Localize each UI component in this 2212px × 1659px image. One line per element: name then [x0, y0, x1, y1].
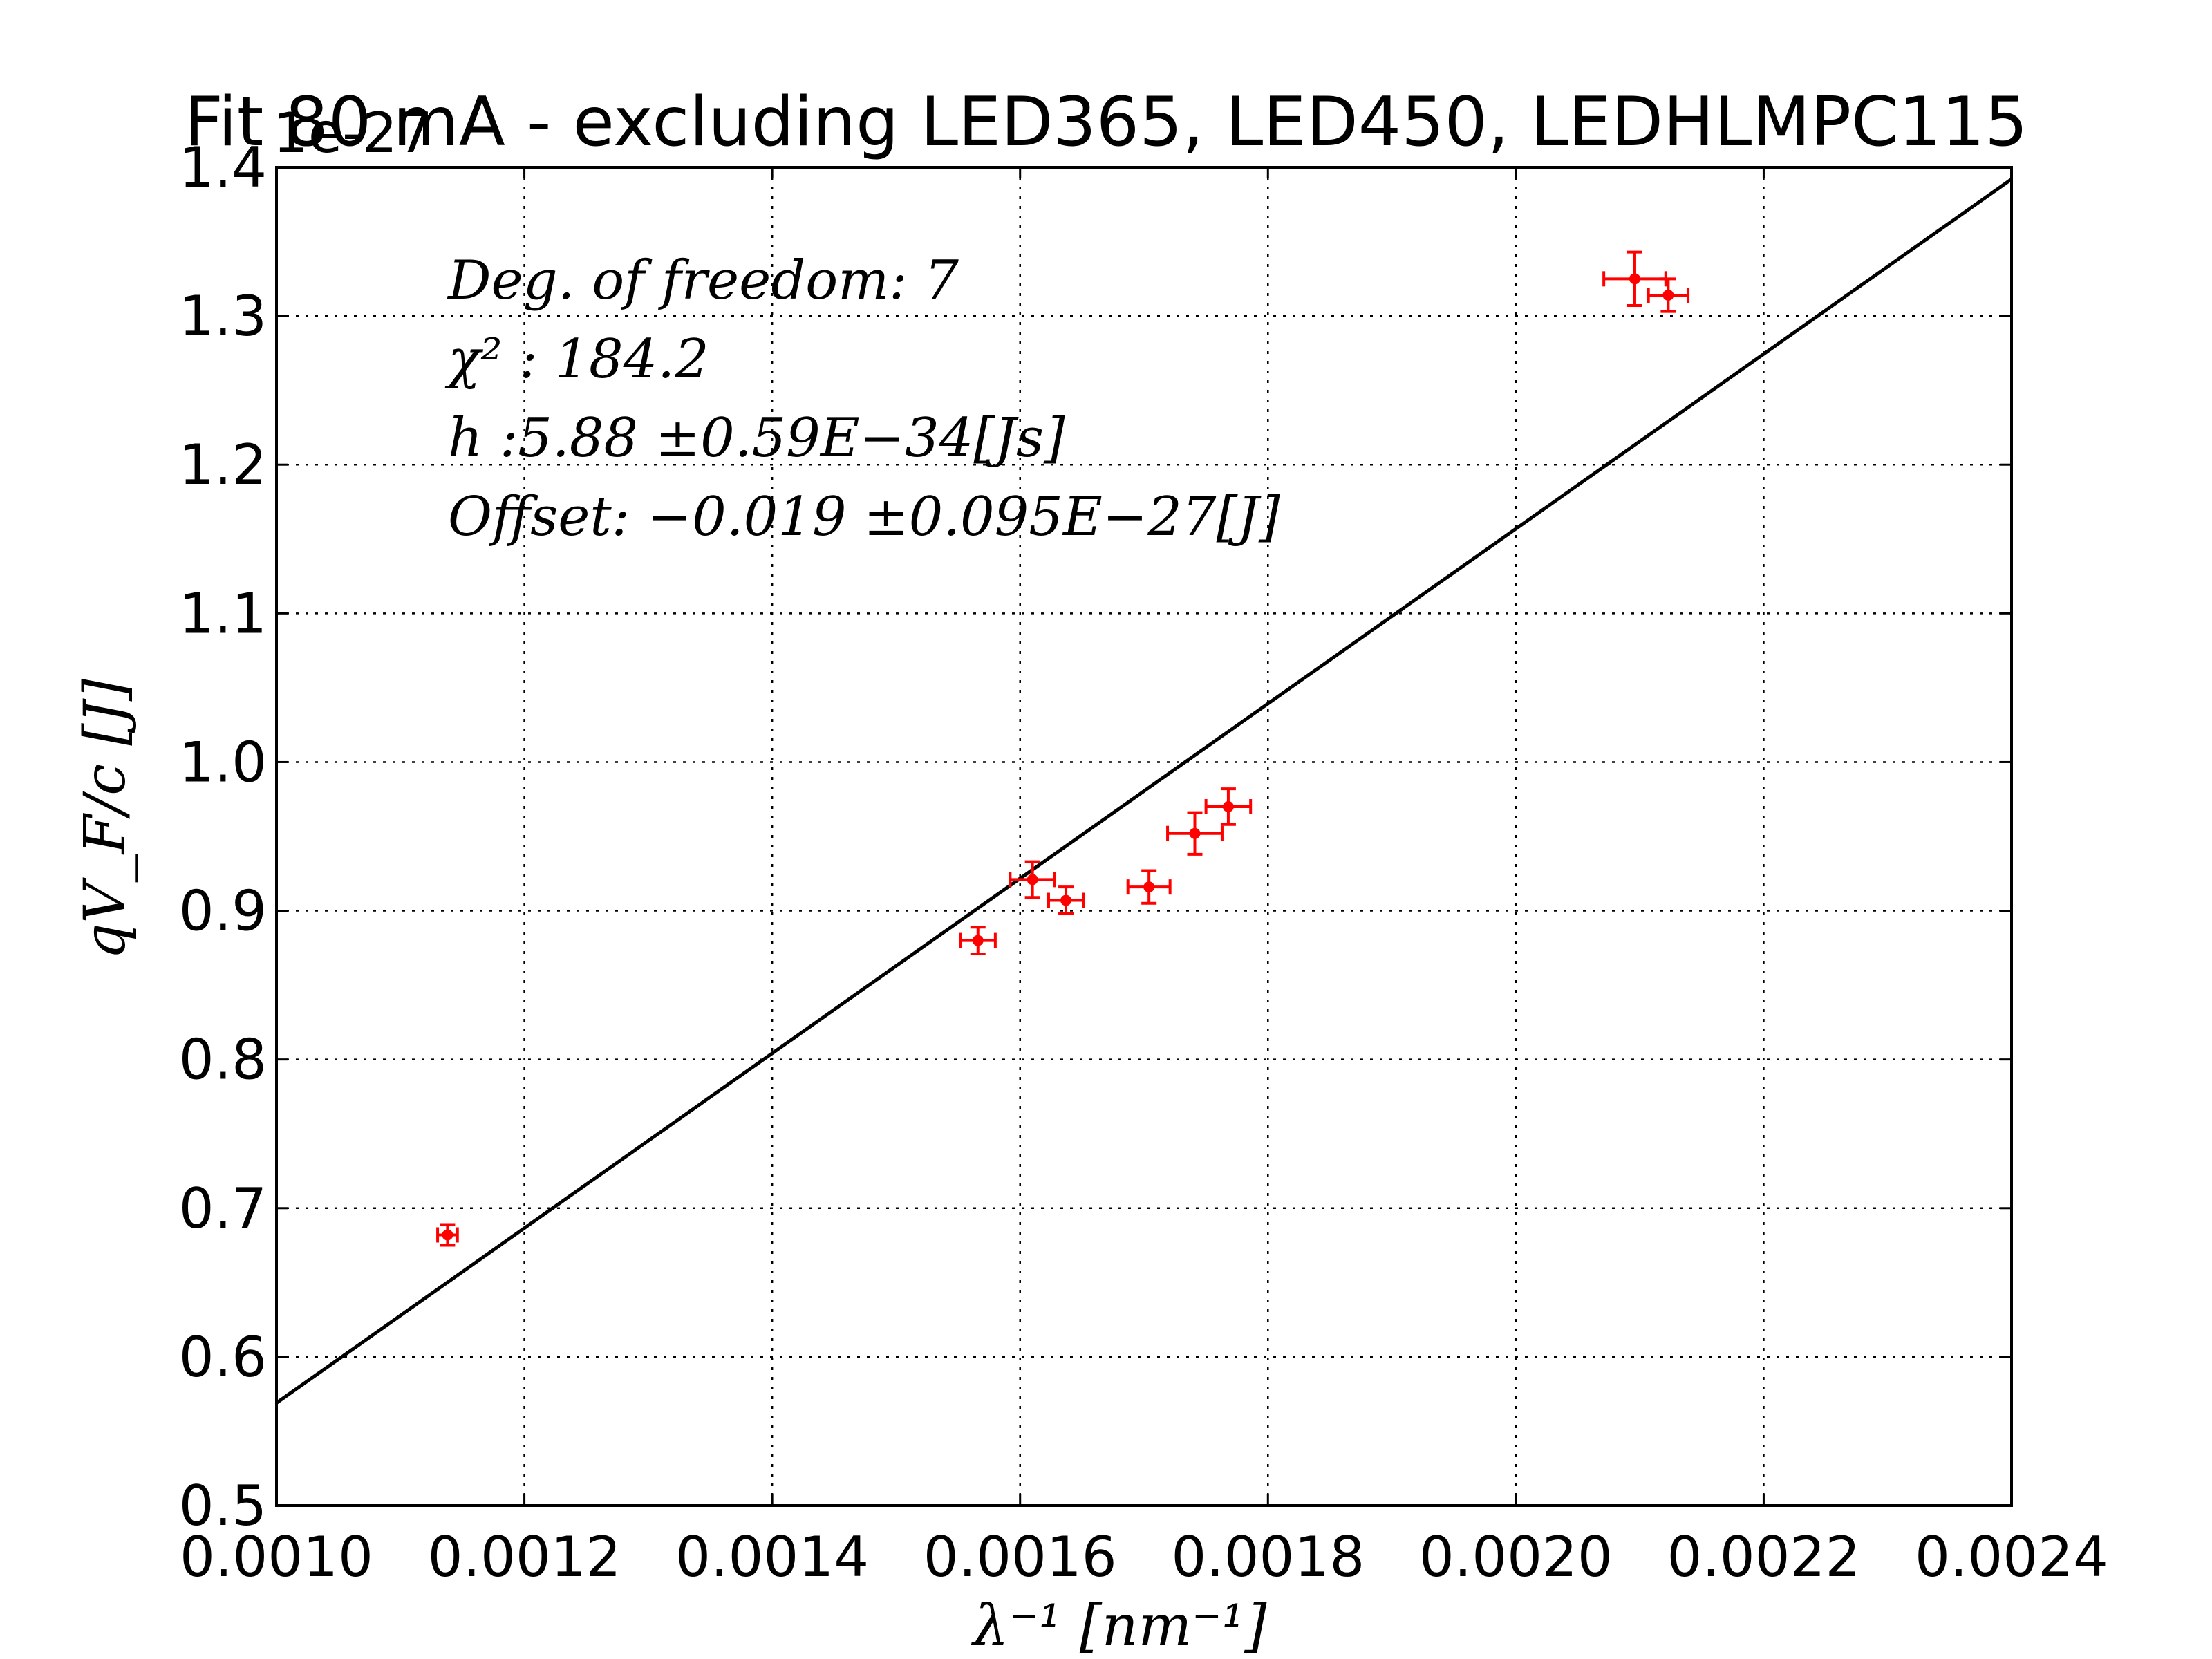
- point-marker: [1629, 273, 1640, 285]
- point-marker: [1060, 894, 1072, 906]
- data-point: [959, 926, 997, 955]
- y-tick-label: 0.9: [179, 879, 267, 944]
- data-point: [1647, 277, 1690, 313]
- point-marker: [1189, 827, 1201, 839]
- ticks: [275, 166, 2013, 1507]
- point-marker: [1222, 800, 1234, 812]
- data-point: [436, 1223, 459, 1247]
- grid: [275, 166, 2013, 1507]
- x-tick-label: 0.0014: [675, 1525, 869, 1589]
- x-tick-label: 0.0022: [1667, 1525, 1860, 1589]
- x-tick-label: 0.0016: [924, 1525, 1117, 1589]
- y-tick-label: 1.0: [179, 730, 267, 794]
- data-point: [1166, 811, 1224, 856]
- y-tick-label: 0.6: [179, 1325, 267, 1389]
- y-tick-label: 0.5: [179, 1474, 267, 1538]
- annotation-h: h :5.88 ±0.59E−34[Js]: [448, 407, 1065, 469]
- x-tick-label: 0.0020: [1419, 1525, 1613, 1589]
- annotation-chi2: χ² : 184.2: [444, 328, 709, 391]
- chart-title: Fit 80 mA - excluding LED365, LED450, LE…: [184, 83, 2027, 162]
- fit-line: [275, 178, 2013, 1405]
- y-tick-label: 1.3: [179, 284, 267, 348]
- y-axis-label: qV_F/c [J]: [73, 678, 138, 959]
- x-tick-label: 0.0012: [428, 1525, 621, 1589]
- y-tick-label: 1.1: [179, 581, 267, 646]
- y-tick-label: 1.2: [179, 433, 267, 497]
- x-tick-labels: 0.0010 0.0012 0.0014 0.0016 0.0018 0.0020 0.00…: [180, 1525, 2108, 1589]
- point-marker: [1143, 881, 1155, 893]
- y-tick-labels: 0.5 0.6 0.7 0.8 0.9 1.0 1.1 1.2 1.3 1.4: [179, 135, 267, 1538]
- plot-frame: [275, 166, 2013, 1507]
- data-point: [1047, 885, 1085, 915]
- annotation-offset: Offset: −0.019 ±0.095E−27[J]: [448, 486, 1280, 548]
- x-axis-label: λ⁻¹ [nm⁻¹]: [971, 1593, 1268, 1659]
- y-offset-text: 1e-27: [273, 101, 433, 165]
- data-point: [1126, 869, 1172, 905]
- point-marker: [1662, 289, 1674, 301]
- data-point: [1204, 787, 1253, 826]
- x-tick-label: 0.0018: [1171, 1525, 1365, 1589]
- point-marker: [1027, 874, 1038, 885]
- point-marker: [972, 935, 984, 946]
- x-tick-label: 0.0010: [180, 1525, 373, 1589]
- data-point: [1009, 860, 1056, 899]
- point-marker: [442, 1229, 453, 1241]
- x-tick-label: 0.0024: [1915, 1525, 2108, 1589]
- y-tick-label: 1.4: [179, 135, 267, 200]
- annotation-dof: Deg. of freedom: 7: [447, 250, 959, 312]
- data-point: [1602, 250, 1667, 308]
- y-tick-label: 0.8: [179, 1028, 267, 1092]
- y-tick-label: 0.7: [179, 1177, 267, 1241]
- data-points: [436, 250, 1690, 1247]
- fit-line-group: [275, 178, 2013, 1405]
